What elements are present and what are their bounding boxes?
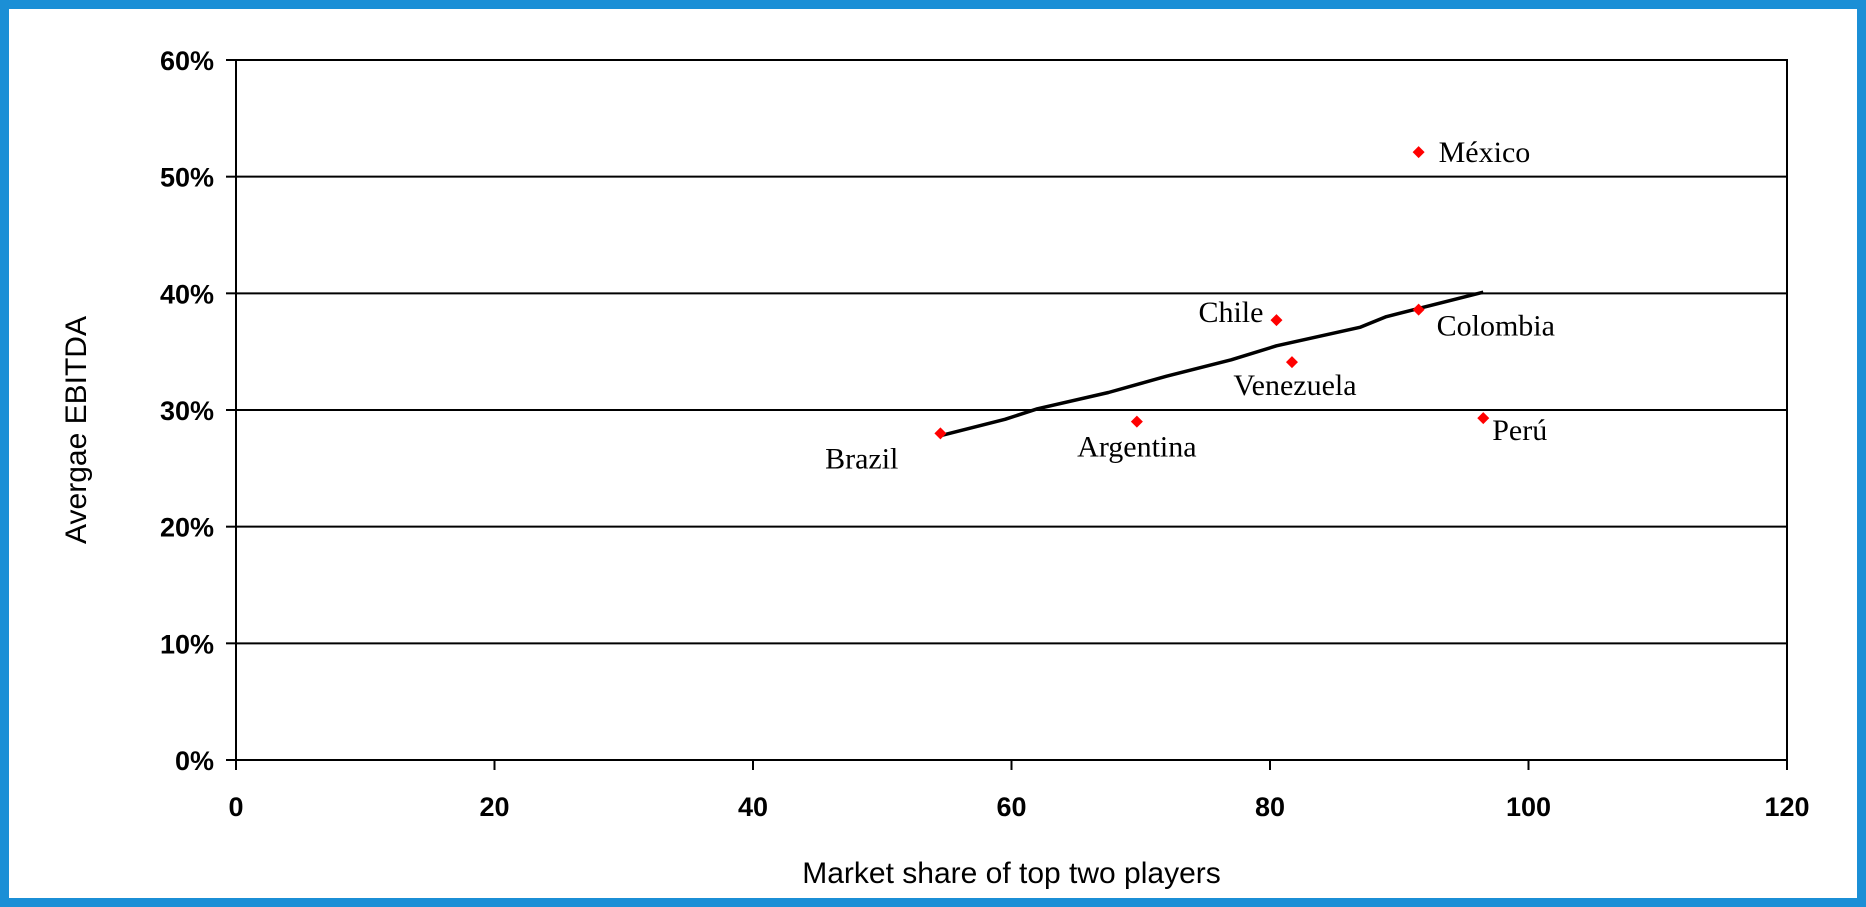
y-tick-label: 20% [160, 513, 214, 543]
point-label-colombia: Colombia [1437, 310, 1555, 343]
x-axis-title: Market share of top two players [802, 857, 1221, 890]
y-tick-label: 30% [160, 396, 214, 426]
x-tick-label: 100 [1506, 792, 1551, 822]
data-point-méxico [1412, 146, 1425, 159]
x-tick-label: 40 [738, 792, 768, 822]
data-point-argentina [1130, 415, 1143, 428]
y-tick-label: 40% [160, 279, 214, 309]
point-label-perú: Perú [1492, 414, 1547, 447]
data-points [934, 146, 1490, 440]
data-point-brazil [934, 427, 947, 440]
y-tick-label: 50% [160, 163, 214, 193]
x-tick-label: 60 [996, 792, 1026, 822]
point-label-brazil: Brazil [825, 442, 898, 475]
y-axis-title: Avergae EBITDA [60, 316, 93, 544]
gridlines [236, 175, 1787, 645]
data-point-perú [1477, 412, 1490, 425]
x-tick-label: 80 [1255, 792, 1285, 822]
point-labels: Brazil Argentina Chile Venezuela Colombia Méx… [825, 136, 1555, 475]
point-label-chile: Chile [1198, 296, 1263, 329]
data-point-colombia [1412, 303, 1425, 316]
x-tick-label: 20 [479, 792, 509, 822]
axis-ticks: 0% 10% 20% 30% 40% 50% 60% 0 20 40 60 80 100 120 [160, 46, 1810, 822]
point-label-méxico: México [1439, 136, 1531, 169]
data-point-chile [1270, 314, 1283, 327]
point-label-venezuela: Venezuela [1233, 369, 1356, 402]
y-tick-label: 10% [160, 629, 214, 659]
data-point-venezuela [1285, 356, 1298, 369]
point-label-argentina: Argentina [1077, 431, 1196, 464]
trendline-layer [939, 290, 1484, 438]
trendline [939, 290, 1484, 438]
x-tick-label: 0 [228, 792, 243, 822]
y-tick-label: 60% [160, 46, 214, 76]
y-tick-label: 0% [175, 746, 214, 776]
x-tick-label: 120 [1764, 792, 1809, 822]
